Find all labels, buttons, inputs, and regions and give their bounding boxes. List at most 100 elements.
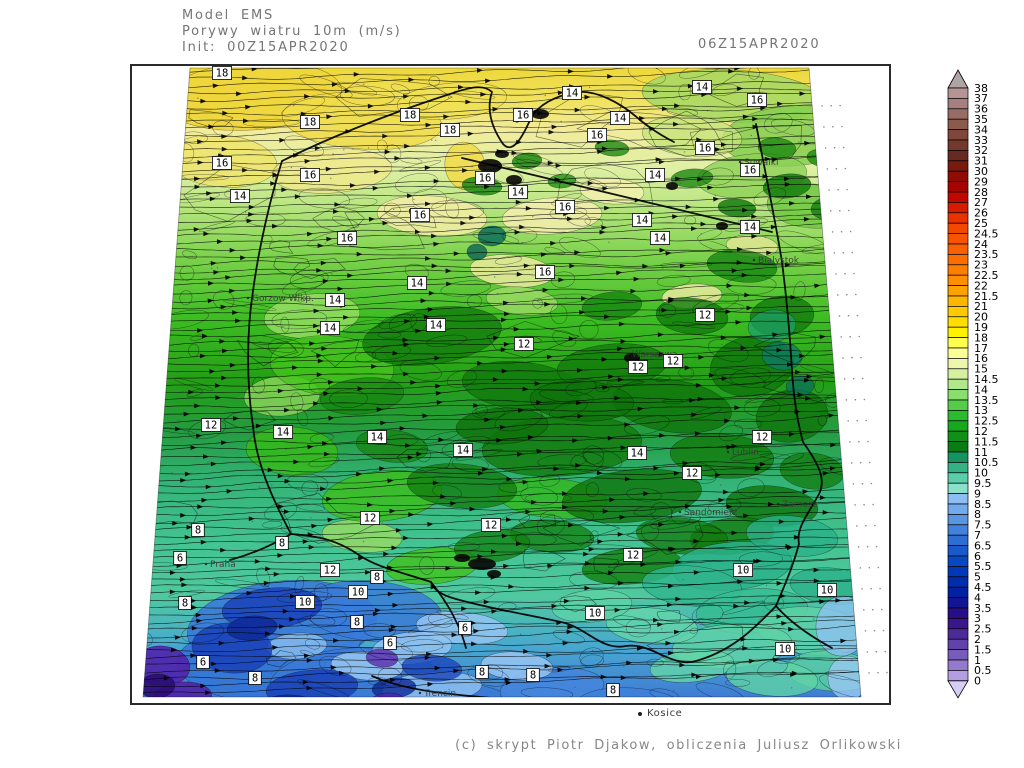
- station-dot: [445, 463, 447, 465]
- station-dot: [813, 618, 815, 620]
- streamline: [172, 118, 824, 137]
- contour-blob: [613, 615, 651, 629]
- contour-label-value: 12: [627, 550, 640, 562]
- streamline: [154, 364, 841, 380]
- contour-blob: [582, 445, 605, 465]
- contour-blob: [309, 608, 347, 628]
- wind-arrowhead: [673, 471, 680, 476]
- wind-arrowhead: [694, 431, 701, 436]
- city-dot: [726, 450, 730, 454]
- contour-label-value: 16: [559, 202, 572, 214]
- wind-arrowhead: [440, 494, 447, 499]
- wind-arrowhead: [477, 360, 484, 366]
- colorbar-cell: [947, 368, 969, 380]
- wind-arrowhead: [609, 497, 616, 503]
- colorbar-cell: [947, 597, 969, 609]
- wind-arrowhead: [306, 685, 313, 691]
- border-line: [755, 123, 823, 607]
- station-dot: [272, 339, 274, 341]
- wind-arrowhead: [693, 538, 700, 544]
- streamline-trail-dot: [854, 398, 857, 401]
- city-dot: [204, 562, 208, 566]
- colorbar-arrow-top: [947, 69, 969, 89]
- wind-arrowhead: [422, 413, 429, 419]
- wind-arrowhead: [211, 661, 218, 667]
- contour-blob: [363, 623, 396, 638]
- wind-arrowhead: [267, 467, 274, 473]
- wind-arrowhead: [620, 445, 627, 451]
- wind-arrowhead: [786, 545, 793, 551]
- streamline-trail-dot: [875, 650, 878, 653]
- wind-arrowhead: [788, 626, 795, 632]
- contour-blob: [692, 293, 740, 315]
- contour-label-value: 16: [414, 210, 427, 222]
- wind-arrowhead: [735, 320, 742, 325]
- contour-blob: [395, 172, 438, 194]
- contour-blob: [551, 271, 576, 288]
- contour-blob: [388, 313, 418, 332]
- station-dot: [720, 484, 722, 486]
- wind-arrowhead: [308, 544, 315, 550]
- wind-arrowhead: [420, 298, 427, 304]
- colorbar-cell: [947, 285, 969, 297]
- wind-arrowhead: [272, 645, 279, 650]
- contour-blob: [314, 583, 329, 602]
- colorbar-cell: [947, 118, 969, 130]
- contour-label-value: 18: [444, 125, 457, 137]
- streamline: [159, 296, 839, 316]
- wind-arrowhead: [558, 277, 565, 283]
- contour-label-value: 12: [205, 420, 218, 432]
- contour-blob: [552, 330, 577, 347]
- gust-patch: [351, 697, 433, 703]
- border-line: [371, 675, 751, 697]
- wind-arrowhead: [813, 567, 820, 573]
- colorbar-tick-label: 24.5: [974, 227, 999, 240]
- station-dot: [791, 687, 793, 689]
- contour-loop: [396, 448, 453, 472]
- station-dot: [207, 461, 209, 463]
- wind-arrowhead: [751, 233, 758, 239]
- country-borders: [229, 86, 833, 697]
- colorbar-cell: [947, 98, 969, 110]
- wind-arrowhead: [736, 247, 744, 252]
- contour-blob: [281, 97, 326, 117]
- station-dot: [680, 182, 682, 185]
- contour-label-value: 14: [654, 233, 667, 245]
- wind-arrowhead: [431, 233, 438, 239]
- wind-arrowhead: [339, 670, 345, 676]
- streamline-trail-dot: [850, 462, 853, 464]
- streamline: [161, 273, 834, 295]
- streamline-trail-dot: [864, 630, 867, 632]
- wind-arrowhead: [264, 631, 271, 636]
- wind-arrowhead: [661, 307, 668, 313]
- wind-arrowhead: [734, 68, 741, 71]
- colorbar-cell: [947, 430, 969, 442]
- gust-patch: [160, 702, 193, 703]
- streamline: [143, 647, 861, 666]
- colorbar-tick-label: 5: [974, 571, 981, 584]
- streamline-trail-dot: [842, 251, 845, 254]
- contour-label-value: 12: [756, 432, 769, 444]
- wind-arrowhead: [364, 570, 371, 575]
- streamline: [173, 112, 818, 129]
- contour-blob: [452, 456, 489, 472]
- wind-arrowhead: [379, 466, 386, 471]
- streamline-trail-dot: [863, 398, 866, 401]
- contour-blob: [280, 316, 290, 333]
- wind-arrowhead: [246, 218, 253, 224]
- contour-label-box: [191, 523, 205, 537]
- wind-arrowhead: [344, 88, 351, 94]
- contour-blob: [819, 674, 861, 697]
- contour-label-box: [627, 360, 648, 374]
- wind-arrowhead: [661, 106, 668, 112]
- station-dot: [683, 151, 686, 153]
- wind-arrowhead: [169, 570, 176, 576]
- colorbar-cell: [947, 358, 969, 370]
- contour-label-value: 8: [354, 617, 360, 629]
- station-dot: [331, 273, 333, 275]
- station-dot: [362, 540, 365, 543]
- wind-arrowhead: [557, 90, 564, 96]
- wind-arrowhead: [806, 194, 812, 200]
- station-dot: [631, 477, 633, 479]
- wind-arrowhead: [516, 451, 523, 457]
